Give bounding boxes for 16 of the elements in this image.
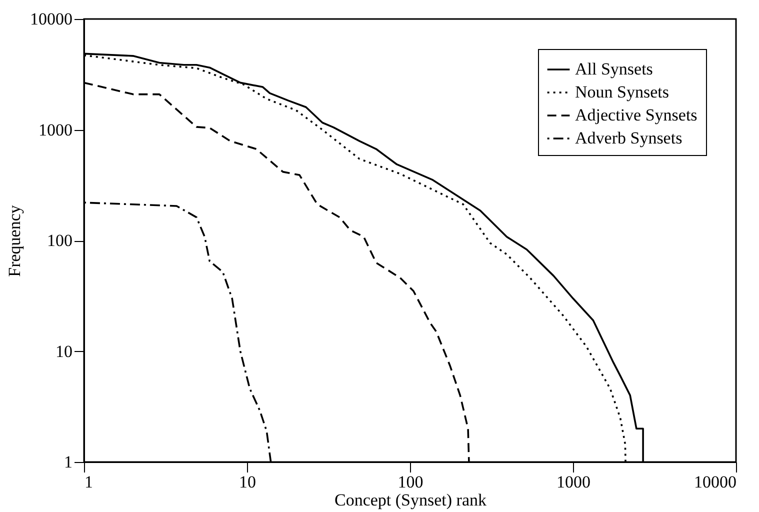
legend-label: Adverb Synsets [575,128,682,148]
y-axis-title: Frequency [5,204,24,277]
y-tick-label: 100 [47,231,72,250]
x-axis-title: Concept (Synset) rank [334,490,488,510]
legend-label: Adjective Synsets [575,106,698,124]
legend-label: All Synsets [575,60,653,78]
y-tick-label: 10 [56,342,72,361]
legend-label: Noun Synsets [575,82,669,102]
x-tick-label: 1000 [556,472,590,492]
y-tick-label: 1000 [38,120,72,140]
x-tick-label: 10000 [694,472,736,492]
x-tick-label: 1 [84,472,93,492]
x-tick-label: 100 [398,472,424,492]
x-tick-label: 10 [239,472,256,492]
y-tick-label: 10000 [30,10,72,28]
y-tick-label: 1 [64,452,72,472]
